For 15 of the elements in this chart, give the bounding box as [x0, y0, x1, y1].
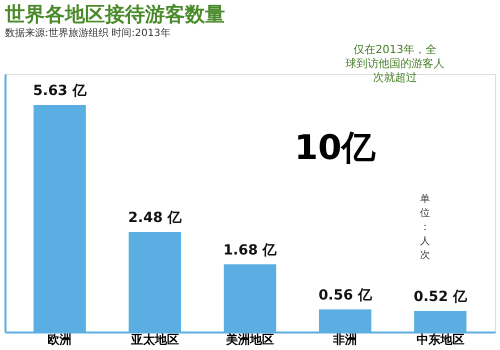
data-label: 0.52 亿: [414, 289, 468, 306]
data-label: 1.68 亿: [223, 242, 278, 258]
y-axis-title: 单位：人次: [420, 193, 430, 261]
x-tick-label: 非洲: [332, 332, 358, 346]
chart-subtitle: 数据来源:世界旅游组织 时间:2013年: [5, 27, 170, 39]
x-tick-label: 中东地区: [416, 332, 464, 346]
data-label: 5.63 亿: [33, 83, 88, 100]
x-tick-label: 亚太地区: [130, 332, 179, 346]
chart-title: 世界各地区接待游客数量: [4, 2, 225, 26]
x-tick-label: 欧洲: [48, 332, 72, 346]
x-tick-label: 美洲地区: [225, 332, 274, 346]
annotation: 仅在2013年，全球到访他国的游客人次就超过: [346, 43, 444, 84]
annotation: 10亿: [294, 128, 377, 168]
data-label: 2.48 亿: [128, 210, 183, 226]
data-label: 0.56 亿: [318, 287, 373, 304]
